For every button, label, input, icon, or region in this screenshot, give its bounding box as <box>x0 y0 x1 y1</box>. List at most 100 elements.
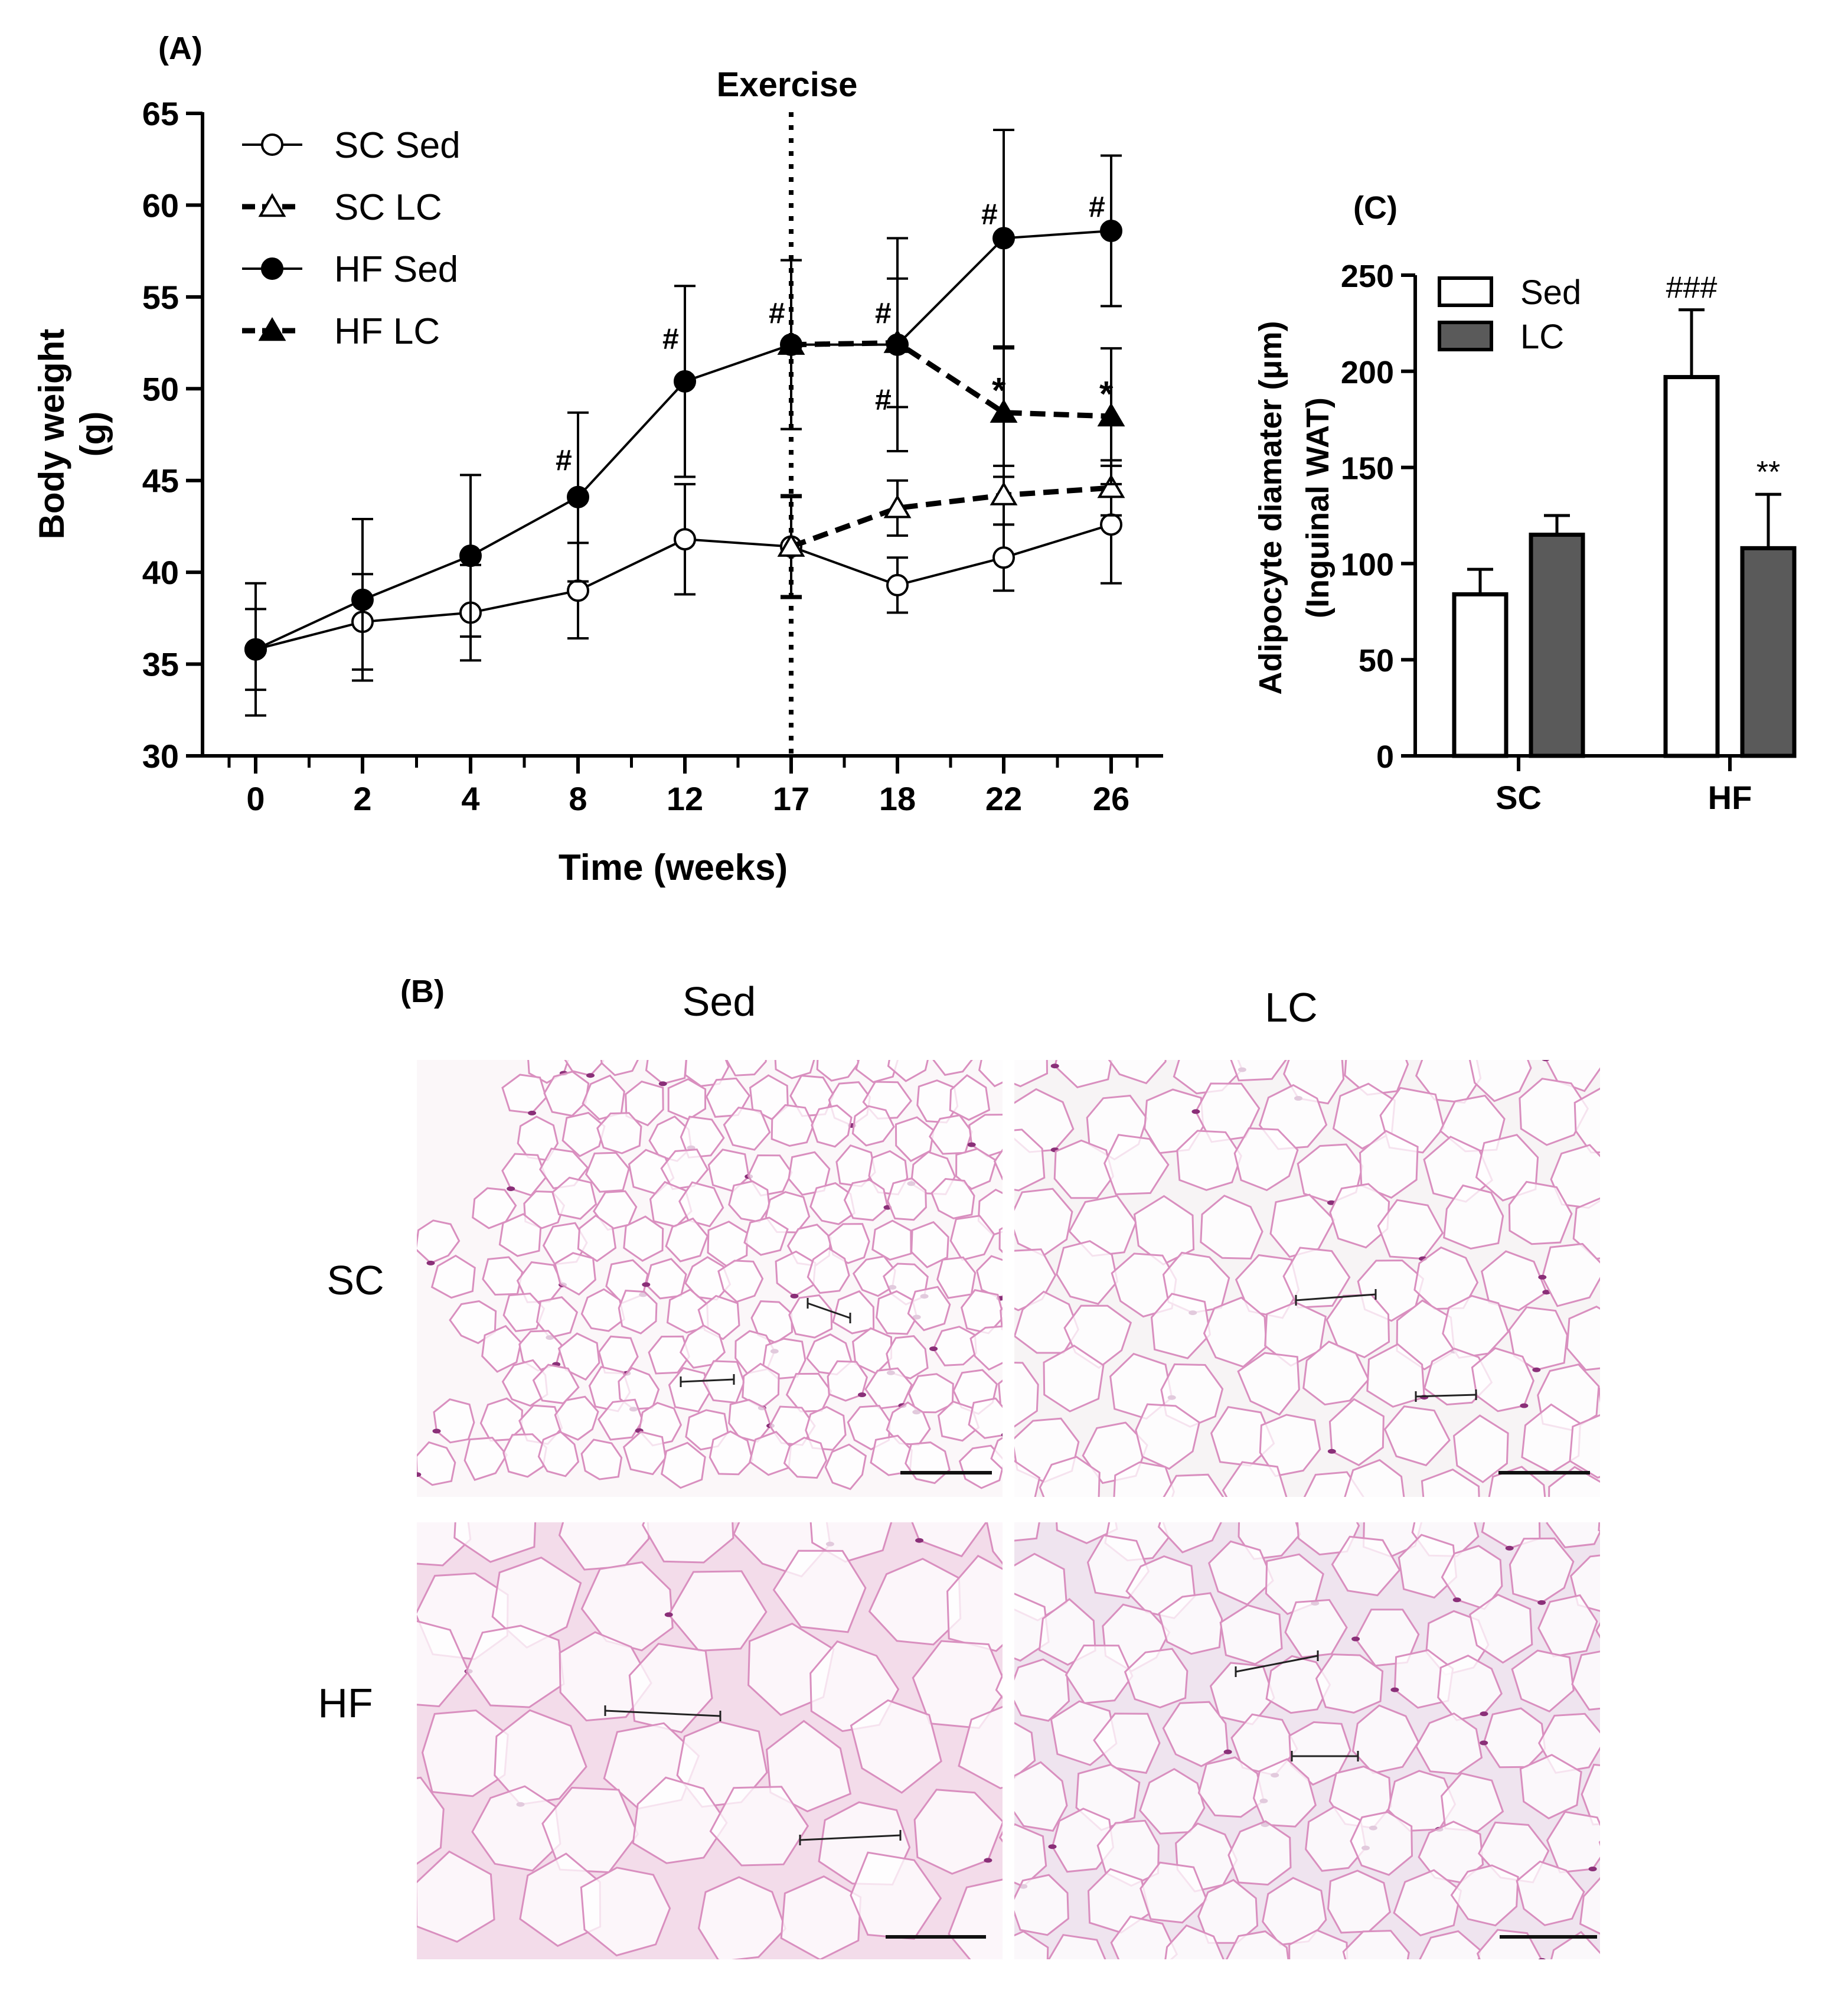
significance-star: ** <box>1756 455 1780 490</box>
cell-nucleus <box>1610 1968 1618 1972</box>
adipocyte-cell <box>1140 1861 1208 1924</box>
cell-nucleus <box>790 1293 799 1299</box>
adipocyte-cell <box>770 1104 815 1147</box>
adipocyte-cell <box>1014 1188 1073 1257</box>
adipocyte-cell <box>1053 1139 1115 1199</box>
cell-nucleus <box>507 1186 515 1192</box>
measurement-line <box>1235 1655 1318 1673</box>
x-axis-title-text: Time (weeks) <box>559 847 788 888</box>
adipocyte-cell <box>876 1290 918 1335</box>
legend-entry-sed: Sed <box>1438 273 1581 312</box>
adipocyte-cell <box>678 1181 724 1228</box>
adipocyte-cell <box>725 1060 767 1076</box>
cell-nucleus <box>658 1081 667 1087</box>
y-axis-title: Adipocyte diamater (μm) (Inguinal WAT) <box>1253 321 1336 694</box>
adipocyte-cell <box>551 1176 598 1220</box>
adipocyte-cell <box>850 1699 942 1794</box>
exercise-annotation: Exercise <box>717 66 858 104</box>
adipocyte-cell <box>930 1177 975 1219</box>
adipocyte-cell <box>949 1215 995 1261</box>
bar-hf-lc <box>1740 492 1797 758</box>
y-tick-label: 50 <box>142 370 179 407</box>
adipocyte-cell <box>1614 1935 1671 1991</box>
measurement-line <box>605 1710 721 1717</box>
data-point <box>1100 219 1122 242</box>
adipocyte-cell <box>558 1522 650 1571</box>
adipocyte-cell <box>1481 1250 1548 1312</box>
legend-entry-sc-sed: SC Sed <box>242 125 461 166</box>
adipocyte-cell <box>969 1325 1003 1371</box>
adipocyte-cell <box>774 1060 815 1079</box>
x-tick-label: 22 <box>985 780 1022 817</box>
adipocyte-cell <box>625 1080 664 1127</box>
adipocyte-cell <box>807 1247 850 1294</box>
adipocyte-cell <box>993 1149 1003 1180</box>
adipocyte-cell <box>1227 1820 1292 1886</box>
data-point <box>777 533 805 557</box>
adipocyte-cell <box>471 1785 561 1872</box>
adipocyte-cell <box>811 1104 853 1148</box>
adipocyte-cell <box>1252 1758 1317 1828</box>
adipocyte-cell <box>1644 1656 1702 1722</box>
adipocyte-cell <box>783 1436 828 1479</box>
significance-hash: ### <box>1666 271 1718 305</box>
adipocyte-cell <box>580 1438 623 1480</box>
micrograph-sc-sed <box>417 1060 1003 1497</box>
adipocyte-cell <box>1329 1183 1390 1249</box>
adipocyte-cell <box>554 1252 596 1296</box>
adipocyte-cell <box>582 1074 625 1120</box>
data-point <box>1097 402 1125 427</box>
panel-a-label: (A) <box>158 31 203 66</box>
adipocyte-cell <box>1469 1593 1533 1664</box>
y-axis-title-line2: (Inguinal WAT) <box>1300 397 1336 618</box>
cell-nucleus <box>1450 1995 1458 1999</box>
adipocyte-cell <box>932 1060 973 1076</box>
adipocyte-cell <box>1124 1648 1189 1709</box>
adipocyte-cell <box>1537 1594 1598 1658</box>
hash-marker: # <box>556 443 572 477</box>
hash-marker: # <box>875 383 892 416</box>
adipocyte-cell <box>907 1373 954 1414</box>
cell-nucleus <box>1588 1867 1597 1871</box>
cell-nucleus <box>977 1971 985 1976</box>
cell-nucleus <box>858 1392 866 1397</box>
legend-label: HF LC <box>334 311 440 352</box>
cell-nucleus <box>1148 1974 1156 1979</box>
adipocyte-cell <box>1622 1542 1687 1610</box>
cell-nucleus <box>586 1073 595 1078</box>
adipocyte-cell <box>680 1115 725 1159</box>
adipocyte-cell <box>1315 1653 1384 1714</box>
adipocyte-cell <box>1103 1134 1170 1196</box>
data-point <box>567 579 589 602</box>
adipocyte-cell <box>1108 1060 1167 1085</box>
adipocyte-cell <box>472 1187 517 1229</box>
legend-label: HF Sed <box>334 249 458 290</box>
adipocyte-cell <box>632 1776 728 1864</box>
adipocyte-cell <box>1014 1060 1049 1088</box>
adipocyte-cell <box>1163 1473 1225 1497</box>
adipocyte-cell <box>1546 1522 1600 1548</box>
adipocyte-cell <box>554 1395 599 1441</box>
y-axis-title-line1: Body weight <box>32 329 71 540</box>
cell-nucleus <box>1050 1064 1059 1069</box>
adipocyte-cell <box>557 1332 600 1381</box>
series-hf-lc <box>777 259 1125 485</box>
adipocyte-cell <box>1230 1060 1287 1082</box>
adipocyte-cell <box>708 1430 754 1476</box>
adipocyte-cell <box>1612 1473 1672 1535</box>
data-point <box>567 485 589 508</box>
adipocyte-cell <box>1441 1772 1504 1832</box>
y-tick-label: 45 <box>142 462 179 500</box>
adipocyte-cell <box>832 1290 875 1335</box>
y-tick-label: 200 <box>1341 355 1394 390</box>
row-label-sc: SC <box>326 1257 384 1303</box>
adipocyte-cell <box>855 1060 899 1084</box>
adipocyte-cell <box>1265 1553 1324 1616</box>
adipocyte-cell <box>661 1441 706 1489</box>
adipocyte-cell <box>1419 1930 1482 1959</box>
adipocyte-cell <box>1443 1184 1504 1250</box>
adipocyte-cell <box>707 1221 749 1267</box>
adipocyte-cell <box>968 1397 1003 1439</box>
adipocyte-cell <box>1014 1874 1069 1936</box>
axes: 0 50 100 150 200 250 SC HF <box>1341 259 1789 816</box>
